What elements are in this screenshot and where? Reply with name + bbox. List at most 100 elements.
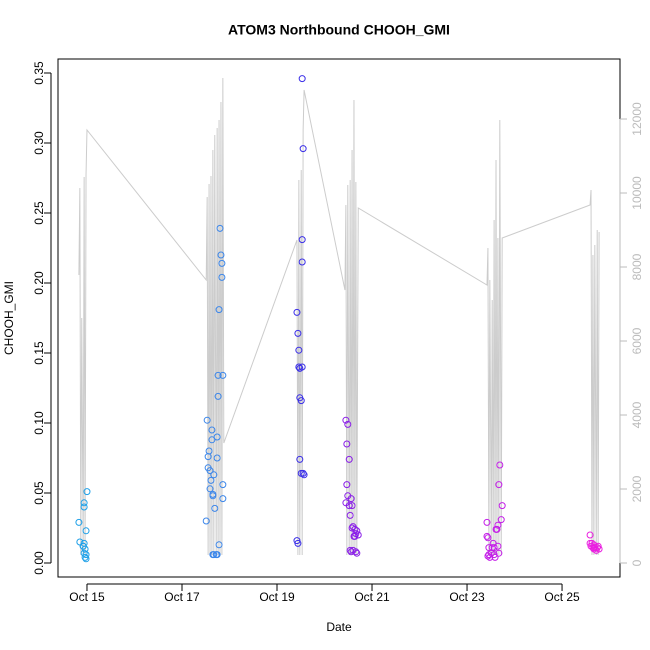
y2-tick-label: 8000 [630,253,644,280]
data-point [497,516,505,524]
data-point [352,548,360,556]
data-point [344,420,352,428]
data-point [354,531,362,539]
data-point [298,258,306,266]
data-point [586,531,594,539]
data-point [353,549,361,557]
data-point [353,527,361,535]
data-point [351,525,359,533]
data-point [498,502,506,510]
data-point [297,397,305,405]
data-point [213,433,221,441]
data-point [203,416,211,424]
y-tick-label: 0.20 [32,271,46,295]
y-tick-label: 0.35 [32,61,46,85]
data-point [495,549,503,557]
data-point [214,392,222,400]
data-point [595,545,603,553]
data-point [483,518,491,526]
data-point [347,495,355,503]
data-point [343,440,351,448]
data-point [210,471,218,479]
data-point [75,518,83,526]
data-point [293,308,301,316]
data-point [206,485,214,493]
chart-title: ATOM3 Northbound CHOOH_GMI [228,22,450,38]
y-tick-label: 0.30 [32,131,46,155]
data-point [82,551,90,559]
data-point [215,541,223,549]
data-point [346,511,354,519]
data-point [593,544,601,552]
y2-tick-label: 4000 [630,401,644,428]
y2-tick-label: 10000 [630,176,644,210]
data-point [205,447,213,455]
x-tick-label: Oct 21 [354,590,390,604]
data-point [296,455,304,463]
data-point [495,481,503,489]
data-point [209,551,217,559]
data-point [298,75,306,83]
data-point [80,503,88,511]
x-tick-label: Oct 25 [544,590,580,604]
data-point [348,502,356,510]
data-point [208,436,216,444]
data-point [496,461,504,469]
y-tick-label: 0.00 [32,551,46,575]
x-tick-label: Oct 23 [449,590,485,604]
data-point [215,306,223,314]
data-point [298,363,306,371]
data-point [218,259,226,267]
data-point [209,492,217,500]
data-point [298,236,306,244]
data-point [300,471,308,479]
data-point [208,426,216,434]
y2-tick-label: 6000 [630,327,644,354]
altitude-line [78,78,600,556]
y-axis-label: CHOOH_GMI [2,281,16,355]
data-point [219,495,227,503]
x-tick-label: Oct 19 [259,590,295,604]
data-point [493,525,501,533]
y-tick-label: 0.10 [32,411,46,435]
x-tick-label: Oct 17 [164,590,200,604]
data-point [299,469,307,477]
data-point [299,145,307,153]
y-tick-label: 0.05 [32,481,46,505]
data-point [82,555,90,563]
data-point [202,517,210,525]
data-point [207,476,215,484]
data-point [343,481,351,489]
data-point [484,534,492,542]
data-point [219,481,227,489]
data-point [83,488,91,496]
data-point [214,371,222,379]
data-point [295,346,303,354]
data-point [342,416,350,424]
data-point [345,502,353,510]
data-point [219,371,227,379]
data-point [485,544,493,552]
data-point [216,224,224,232]
y2-tick-label: 2000 [630,475,644,502]
x-axis-label: Date [326,620,352,634]
data-point [494,542,502,550]
data-point [82,527,90,535]
data-point [345,455,353,463]
data-point [491,553,499,561]
data-point [490,544,498,552]
data-point [213,454,221,462]
data-point [206,467,214,475]
y-tick-label: 0.15 [32,341,46,365]
data-point [295,363,303,371]
y2-tick-label: 12000 [630,102,644,136]
data-point [494,521,502,529]
data-point [76,538,84,546]
x-tick-label: Oct 15 [69,590,105,604]
data-point [213,551,221,559]
data-point [79,542,87,550]
data-point [211,504,219,512]
data-point [80,499,88,507]
data-point [217,251,225,259]
